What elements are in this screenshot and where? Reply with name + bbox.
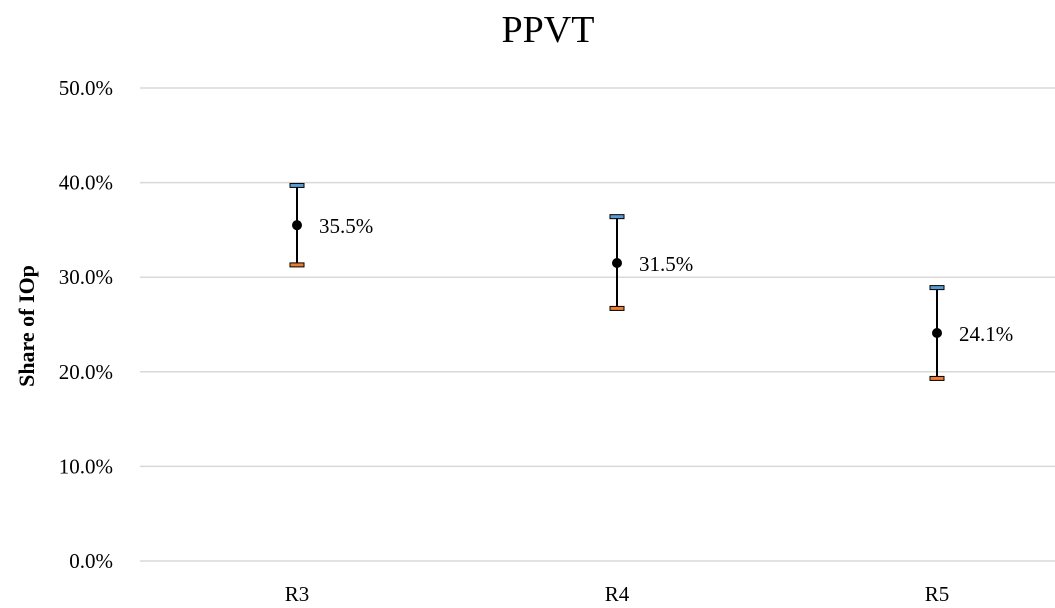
error-bar-upper-cap — [289, 182, 305, 188]
error-bar-lower-cap — [929, 375, 945, 381]
y-axis-label: Share of IOp — [14, 265, 39, 387]
y-tick-label: 40.0% — [59, 171, 113, 195]
gridlines — [140, 87, 1055, 562]
y-tick-label: 10.0% — [59, 454, 113, 478]
y-tick-label: 0.0% — [69, 549, 113, 573]
data-points — [292, 220, 942, 339]
y-axis-ticks: 0.0% 10.0% 20.0% 30.0% 40.0% 50.0% — [59, 76, 113, 573]
x-tick-label: R3 — [285, 582, 310, 606]
data-point — [292, 220, 302, 231]
data-point — [612, 258, 622, 269]
data-labels: 35.5% 31.5% 24.1% — [319, 214, 1013, 346]
data-point — [932, 328, 942, 339]
error-bar-upper-cap — [609, 214, 625, 220]
y-tick-label: 30.0% — [59, 265, 113, 289]
error-bar-lower-cap — [609, 305, 625, 311]
data-label: 35.5% — [319, 214, 373, 238]
data-label: 31.5% — [639, 252, 693, 276]
data-label: 24.1% — [959, 322, 1013, 346]
x-tick-label: R5 — [925, 582, 950, 606]
y-tick-label: 20.0% — [59, 360, 113, 384]
error-bar-lower-cap — [289, 262, 305, 268]
error-bar-upper-cap — [929, 285, 945, 291]
y-tick-label: 50.0% — [59, 76, 113, 100]
chart-title: PPVT — [502, 9, 595, 51]
x-tick-label: R4 — [605, 582, 630, 606]
x-axis-ticks: R3 R4 R5 — [285, 582, 950, 606]
error-bars — [289, 182, 945, 381]
